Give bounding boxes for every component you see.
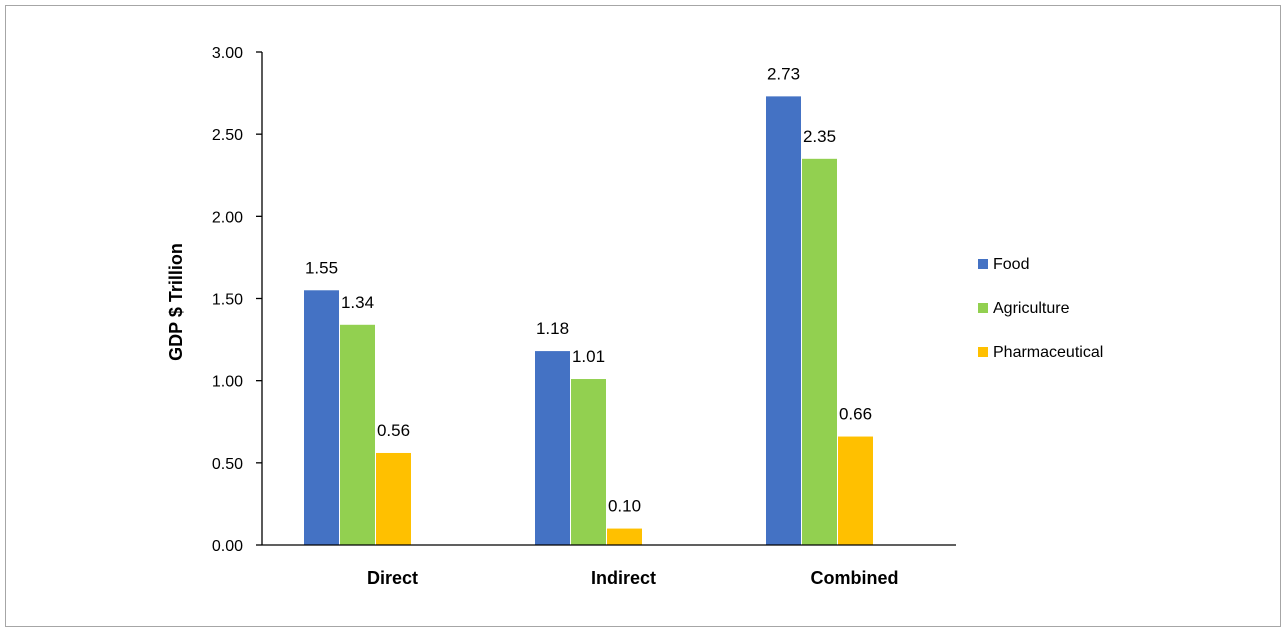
data-label: 2.73: [767, 64, 800, 83]
y-tick-label: 1.50: [212, 292, 243, 309]
category-label: Indirect: [591, 568, 656, 588]
bars: 1.55 1.18 2.73 1.34 1.01 2.35 0.56 0.10 0.66: [304, 64, 873, 546]
data-label: 1.18: [536, 319, 569, 338]
legend-entry: Agriculture: [993, 300, 1070, 317]
bar: [571, 379, 606, 545]
legend: Food Agriculture Pharmaceutical: [978, 256, 1103, 361]
y-tick-label: 1.00: [212, 374, 243, 391]
y-axis: 0.00 0.50 1.00 1.50 2.00 2.50 3.00: [212, 45, 263, 555]
bar: [802, 158, 837, 546]
data-label: 1.34: [341, 293, 374, 312]
y-tick-label: 3.00: [212, 45, 243, 62]
category-label: Combined: [811, 568, 899, 588]
legend-swatch: [978, 303, 988, 313]
chart-frame: 0.00 0.50 1.00 1.50 2.00 2.50 3.00 1.55 1.18 2.7…: [5, 5, 1281, 627]
data-label: 1.55: [305, 258, 338, 277]
legend-entry: Food: [993, 256, 1029, 273]
data-label: 2.35: [803, 127, 836, 146]
y-tick-label: 2.50: [212, 127, 243, 144]
bar: [607, 528, 642, 545]
data-label: 0.10: [608, 497, 641, 516]
y-tick-label: 2.00: [212, 209, 243, 226]
legend-swatch: [978, 347, 988, 357]
data-label: 0.56: [377, 421, 410, 440]
y-tick-label: 0.00: [212, 538, 243, 555]
bar: [340, 324, 375, 545]
legend-swatch: [978, 259, 988, 269]
bar: [766, 96, 801, 546]
data-label: 1.01: [572, 347, 605, 366]
bar-chart: 0.00 0.50 1.00 1.50 2.00 2.50 3.00 1.55 1.18 2.7…: [166, 45, 1103, 588]
y-axis-label: GDP $ Trillion: [166, 243, 186, 361]
x-axis: Direct Indirect Combined: [262, 544, 956, 588]
data-label: 0.66: [839, 405, 872, 424]
legend-entry: Pharmaceutical: [993, 344, 1103, 361]
category-label: Direct: [367, 568, 418, 588]
bar: [838, 436, 873, 545]
bar: [304, 290, 339, 545]
y-tick-label: 0.50: [212, 456, 243, 473]
bar: [535, 351, 570, 545]
bar: [376, 452, 411, 545]
